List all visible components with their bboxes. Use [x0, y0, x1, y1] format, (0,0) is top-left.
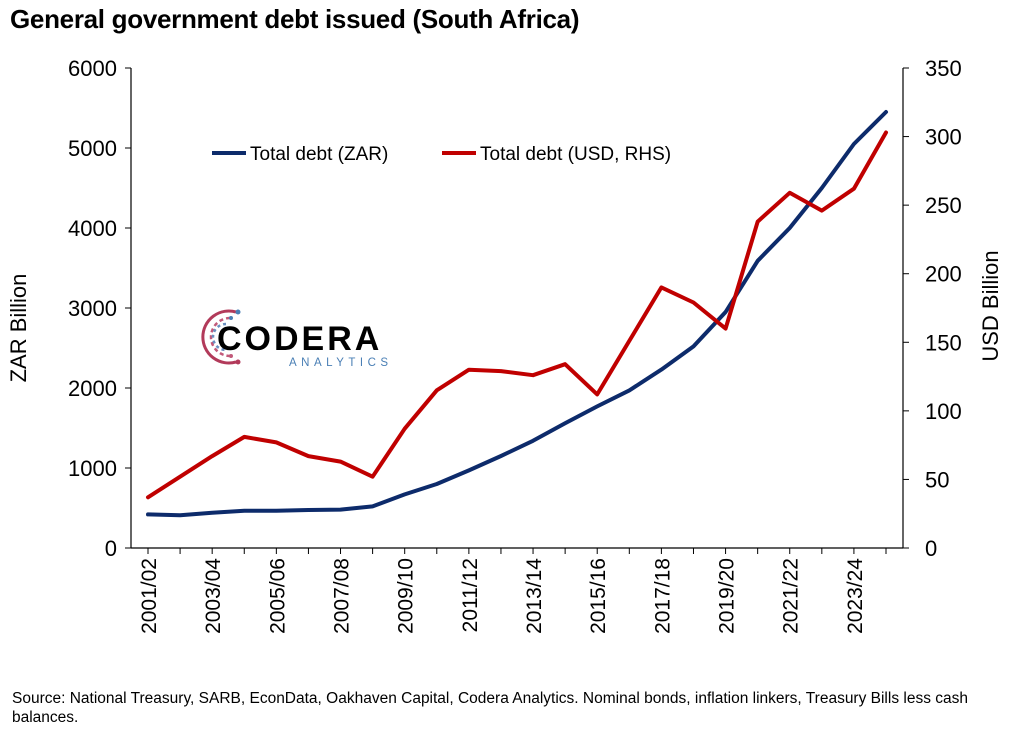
- y-tick-label-right: 50: [925, 467, 949, 492]
- y-tick-label-left: 6000: [68, 56, 117, 81]
- series-lines: [146, 110, 888, 518]
- x-tick-label: 2007/08: [331, 558, 354, 634]
- y-axis-title-right: USD Billion: [978, 250, 1003, 361]
- x-tick-label: 2005/06: [266, 558, 289, 634]
- legend: Total debt (ZAR) Total debt (USD, RHS): [212, 144, 671, 165]
- y-tick-label-left: 1000: [68, 456, 117, 481]
- logo-name: CODERA: [217, 320, 382, 358]
- source-note: Source: National Treasury, SARB, EconDat…: [12, 690, 968, 726]
- y-tick-label-left: 4000: [68, 216, 117, 241]
- y-tick-label-right: 0: [925, 536, 937, 561]
- y-tick-label-right: 200: [925, 262, 962, 287]
- logo-subtitle: ANALYTICS: [289, 357, 393, 369]
- y-tick-label-right: 300: [925, 125, 962, 150]
- legend-item-usd-label: Total debt (USD, RHS): [480, 144, 671, 165]
- y-tick-label-right: 100: [925, 399, 962, 424]
- x-tick-label: 2001/02: [138, 558, 161, 634]
- x-tick-label: 2023/24: [844, 558, 867, 634]
- legend-item-zar-label: Total debt (ZAR): [250, 144, 388, 165]
- chart-title: General government debt issued (South Af…: [10, 4, 580, 34]
- x-tick-label: 2003/04: [202, 558, 225, 634]
- x-tick-label: 2011/12: [459, 558, 482, 632]
- axes: 0 1000 2000 3000 4000 5000 6000 0 50 100 150 200 250…: [6, 56, 1003, 634]
- series-line-usd: [146, 130, 888, 500]
- y-tick-label-left: 2000: [68, 376, 117, 401]
- codera-logo: CODERA ANALYTICS: [201, 309, 393, 369]
- chart: 0 1000 2000 3000 4000 5000 6000 0 50 100 150 200 250…: [6, 56, 1003, 634]
- series-line-zar: [146, 110, 888, 518]
- y-tick-label-right: 250: [925, 193, 962, 218]
- y-tick-label-right: 150: [925, 330, 962, 355]
- y-tick-label-left: 3000: [68, 296, 117, 321]
- x-tick-label: 2019/20: [716, 558, 739, 634]
- x-tick-label: 2021/22: [780, 558, 803, 634]
- y-tick-label-right: 350: [925, 56, 962, 81]
- y-tick-label-left: 5000: [68, 136, 117, 161]
- y-tick-label-left: 0: [105, 536, 117, 561]
- x-tick-label: 2009/10: [395, 558, 418, 634]
- x-tick-label: 2013/14: [523, 558, 546, 634]
- x-tick-label: 2017/18: [651, 558, 674, 634]
- x-tick-label: 2015/16: [587, 558, 610, 634]
- logo-mark-icon: [201, 309, 241, 365]
- y-axis-title-left: ZAR Billion: [6, 274, 31, 383]
